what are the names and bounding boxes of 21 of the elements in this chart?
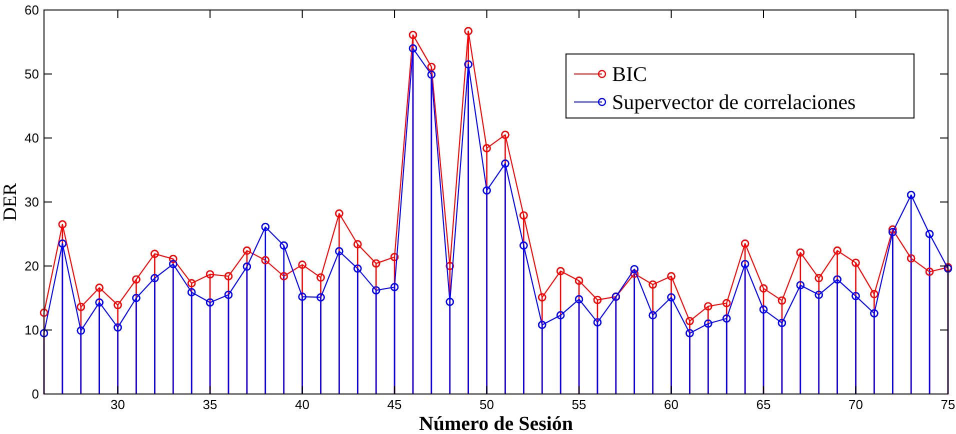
x-tick-label: 30 (110, 397, 126, 412)
y-tick-label: 20 (24, 258, 39, 274)
x-axis-title: Número de Sesión (418, 413, 574, 434)
legend-label: BIC (612, 62, 648, 86)
y-tick-label: 40 (24, 130, 39, 146)
y-tick-label: 30 (24, 194, 39, 210)
y-tick-label: 0 (32, 386, 39, 402)
x-tick-label: 35 (202, 397, 218, 412)
x-tick-label: 60 (664, 397, 678, 412)
y-axis-title: DER (0, 182, 21, 221)
x-tick-label: 50 (480, 397, 494, 412)
y-tick-label: 50 (24, 66, 39, 82)
legend-label: Supervector de correlaciones (612, 90, 856, 114)
x-tick-label: 45 (387, 397, 402, 412)
x-tick-label: 65 (756, 397, 771, 412)
x-tick-label: 70 (848, 397, 863, 412)
y-tick-label: 10 (24, 322, 39, 338)
y-tick-label: 60 (24, 2, 39, 18)
x-tick-label: 75 (940, 397, 956, 412)
x-tick-label: 40 (295, 397, 310, 412)
x-tick-label: 55 (572, 397, 586, 412)
